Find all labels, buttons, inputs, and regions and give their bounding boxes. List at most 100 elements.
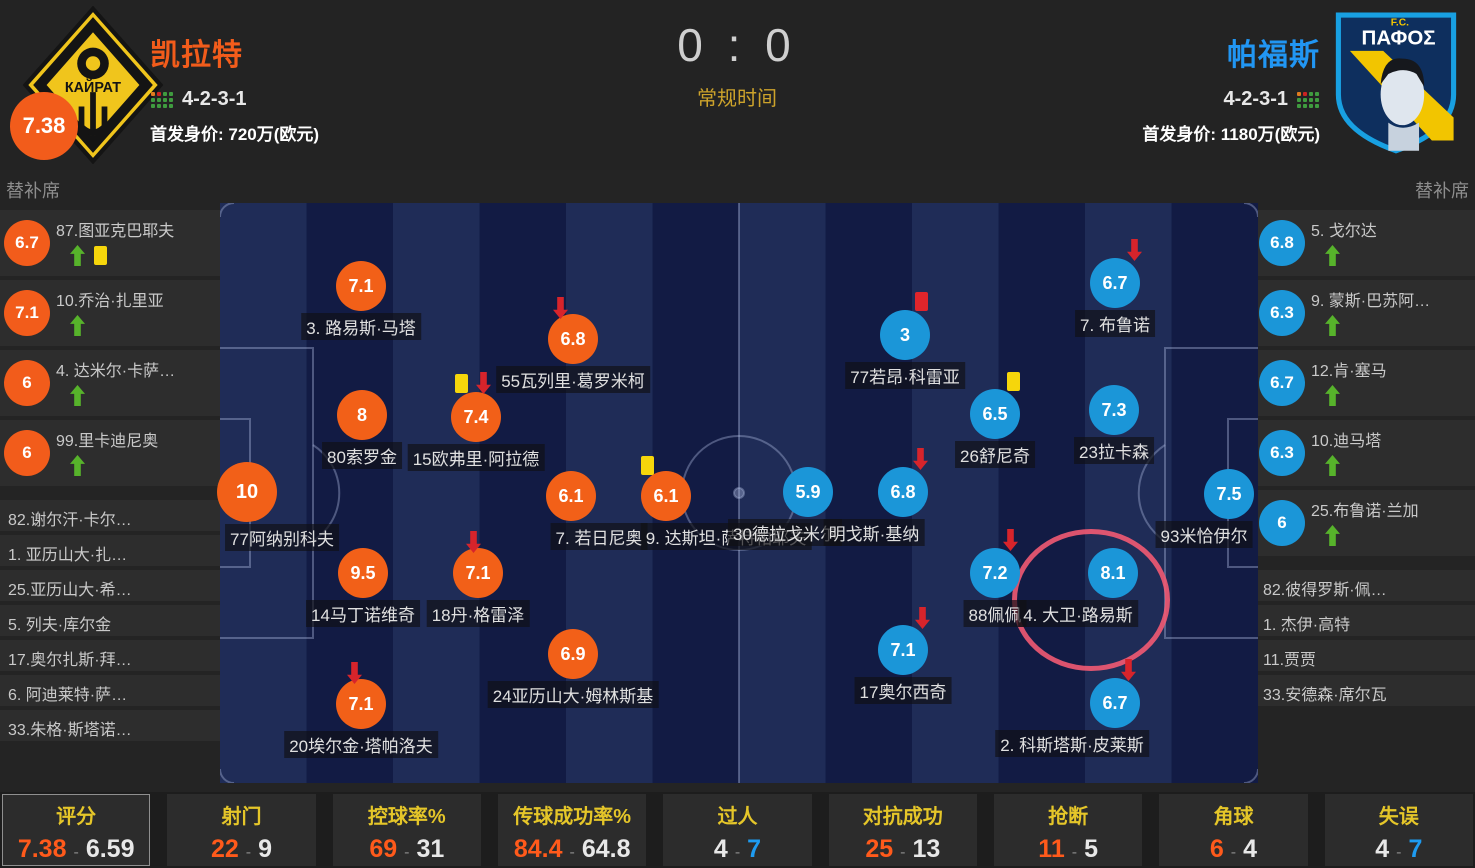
player-rating-circle[interactable]: 7.3	[1089, 385, 1139, 435]
bench-player-icons	[1325, 315, 1340, 336]
stat-box[interactable]: 传球成功率% 84.4-64.8	[497, 794, 647, 866]
player-name-label: 2. 科斯塔斯·皮莱斯	[995, 730, 1149, 757]
stat-separator: -	[900, 844, 906, 861]
player-name-label: 24亚历山大·姆林斯基	[487, 681, 659, 708]
player-rating-circle[interactable]: 7.2	[970, 548, 1020, 598]
bench-player-row[interactable]: 6 25.布鲁诺·兰加	[1255, 490, 1475, 556]
stat-values: 7.38-6.59	[3, 835, 149, 864]
stat-home-value: 4	[713, 835, 728, 863]
player-name-label: 80索罗金	[322, 442, 402, 469]
stat-box[interactable]: 评分 7.38-6.59	[2, 794, 151, 866]
player-rating-circle[interactable]: 10	[217, 462, 277, 522]
bench-player-row[interactable]: 33.安德森·席尔瓦	[1255, 675, 1475, 706]
stat-label: 控球率%	[367, 806, 446, 828]
stat-home-value: 6	[1209, 835, 1224, 863]
stat-box[interactable]: 控球率% 69-31	[332, 794, 481, 866]
stat-home-value: 69	[369, 835, 398, 863]
bench-player-name: 25.亚历山大·希…	[8, 582, 132, 599]
bench-player-rating: 6	[1259, 500, 1305, 546]
player-name-label: 14马丁诺维奇	[306, 600, 420, 627]
stat-box[interactable]: 射门 22-9	[167, 794, 316, 866]
player-rating-circle[interactable]: 7.4	[451, 392, 501, 442]
bench-player-row[interactable]: 82.彼得罗斯·佩…	[1255, 570, 1475, 601]
yellow-card-icon	[641, 456, 654, 475]
yellow-card-icon	[94, 246, 107, 265]
formation-icon	[1296, 91, 1320, 109]
match-status: 常规时间	[697, 88, 777, 110]
home-bench-list: 6.7 87.图亚克巴耶夫 7.1 10.乔治·扎里亚 6 4. 达米尔·卡萨… 6 99.里…	[0, 0, 220, 868]
bench-player-row[interactable]: 11.贾贾	[1255, 640, 1475, 671]
yellow-card-icon	[455, 374, 468, 393]
bench-player-row[interactable]: 6. 阿迪莱特·萨…	[0, 675, 220, 706]
player-rating-circle[interactable]: 6.8	[548, 314, 598, 364]
player-rating-circle[interactable]: 6.9	[548, 629, 598, 679]
bench-player-row[interactable]: 82.谢尔汗·卡尔…	[0, 500, 220, 531]
bench-player-row[interactable]: 6.7 87.图亚克巴耶夫	[0, 210, 220, 276]
stat-box[interactable]: 失误 4-7	[1324, 794, 1473, 866]
bench-player-name: 6. 阿迪莱特·萨…	[8, 687, 128, 704]
bench-player-row[interactable]: 1. 亚历山大·扎…	[0, 535, 220, 566]
stat-label: 角球	[1213, 806, 1254, 828]
bench-player-row[interactable]: 6 4. 达米尔·卡萨…	[0, 350, 220, 416]
player-rating-circle[interactable]: 6.1	[546, 471, 596, 521]
bench-title-home: 替补席	[6, 181, 60, 201]
bench-player-name: 82.谢尔汗·卡尔…	[8, 512, 132, 529]
bench-player-row[interactable]: 5. 列夫·库尔金	[0, 605, 220, 636]
bench-player-row[interactable]: 1. 杰伊·高特	[1255, 605, 1475, 636]
home-team-name[interactable]: 凯拉特	[150, 39, 243, 72]
player-rating-circle[interactable]: 6.5	[970, 389, 1020, 439]
bench-player-name: 1. 杰伊·高特	[1263, 617, 1351, 634]
stat-box[interactable]: 抢断 11-5	[993, 794, 1143, 866]
player-name-label: 26舒尼奇	[955, 441, 1035, 468]
player-rating-circle[interactable]: 8	[337, 390, 387, 440]
stat-values: 6-4	[1160, 835, 1306, 864]
bench-player-name: 12.肯·塞马	[1311, 363, 1387, 380]
player-rating-circle[interactable]: 5.9	[783, 467, 833, 517]
stat-values: 25-13	[830, 835, 976, 864]
bench-player-row[interactable]: 6 99.里卡迪尼奥	[0, 420, 220, 486]
bench-player-row[interactable]: 7.1 10.乔治·扎里亚	[0, 280, 220, 346]
stat-label: 抢断	[1048, 806, 1089, 828]
player-rating-circle[interactable]: 7.1	[878, 625, 928, 675]
player-rating-circle[interactable]: 6.7	[1090, 678, 1140, 728]
sub-on-icon	[1325, 525, 1340, 546]
bench-player-icons	[1325, 525, 1340, 546]
stat-box[interactable]: 对抗成功 25-13	[828, 794, 977, 866]
player-rating-circle[interactable]: 8.1	[1088, 548, 1138, 598]
bench-player-row[interactable]: 6.3 10.迪马塔	[1255, 420, 1475, 486]
player-rating-circle[interactable]: 6.7	[1090, 258, 1140, 308]
player-rating-circle[interactable]: 7.5	[1204, 469, 1254, 519]
player-rating-circle[interactable]: 9.5	[338, 548, 388, 598]
bench-player-row[interactable]: 6.8 5. 戈尔达	[1255, 210, 1475, 276]
stat-label: 失误	[1378, 806, 1419, 828]
bench-player-name: 87.图亚克巴耶夫	[56, 223, 175, 240]
player-rating-circle[interactable]: 7.1	[336, 261, 386, 311]
player-rating-circle[interactable]: 6.8	[878, 467, 928, 517]
stat-away-value: 5	[1084, 835, 1098, 863]
stat-home-value: 11	[1038, 835, 1065, 863]
bench-player-row[interactable]: 17.奥尔扎斯·拜…	[0, 640, 220, 671]
bench-player-row[interactable]: 33.朱格·斯塔诺…	[0, 710, 220, 741]
player-name-label: 77阿纳别科夫	[225, 524, 339, 551]
bench-player-row[interactable]: 25.亚历山大·希…	[0, 570, 220, 601]
stat-home-value: 22	[210, 835, 239, 863]
bench-player-name: 25.布鲁诺·兰加	[1311, 503, 1419, 520]
stat-box[interactable]: 角球 6-4	[1159, 794, 1308, 866]
bench-player-icons	[70, 315, 85, 336]
bench-player-rating: 7.1	[4, 290, 50, 336]
away-team-name[interactable]: 帕福斯	[1227, 39, 1320, 72]
player-rating-circle[interactable]: 3	[880, 310, 930, 360]
player-rating-circle[interactable]: 7.1	[453, 548, 503, 598]
bench-player-row[interactable]: 6.7 12.肯·塞马	[1255, 350, 1475, 416]
bench-player-row[interactable]: 6.3 9. 蒙斯·巴苏阿…	[1255, 280, 1475, 346]
stat-separator: -	[1230, 844, 1237, 861]
away-bench-list: 6.8 5. 戈尔达 6.3 9. 蒙斯·巴苏阿… 6.7 12.肯·塞马 6.3 10.迪马…	[1255, 0, 1475, 868]
player-name-label: 18丹·格雷泽	[426, 600, 530, 627]
stat-box[interactable]: 过人 4-7	[663, 794, 812, 866]
player-rating-circle[interactable]: 6.1	[641, 471, 691, 521]
player-name-label: 23拉卡森	[1074, 437, 1154, 464]
player-rating-circle[interactable]: 7.1	[336, 679, 386, 729]
bench-player-name: 1. 亚历山大·扎…	[8, 547, 128, 564]
player-name-label: 7. 若日尼奥	[550, 523, 648, 550]
player-name-label: 93米恰伊尔	[1155, 521, 1253, 548]
